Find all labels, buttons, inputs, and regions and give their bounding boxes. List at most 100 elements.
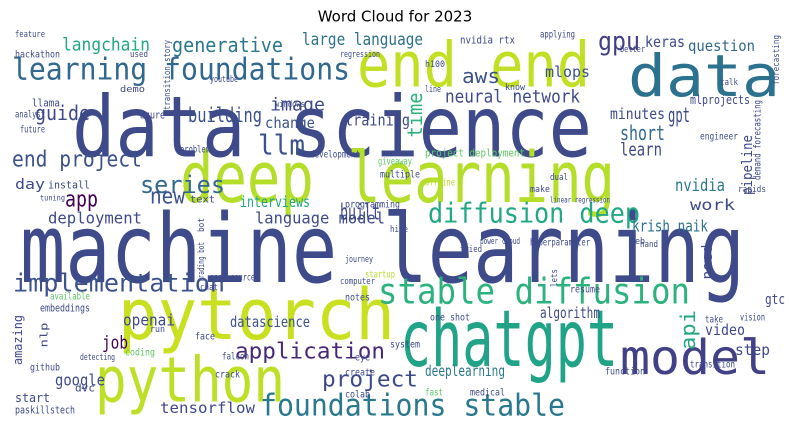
word: startup bbox=[365, 270, 395, 281]
word: training bbox=[345, 111, 410, 130]
word: algorithm bbox=[540, 304, 600, 322]
word: applying bbox=[540, 30, 575, 41]
word: face bbox=[195, 332, 215, 343]
word: deeplearning bbox=[425, 362, 505, 380]
word: tried bbox=[460, 245, 482, 255]
word: api bbox=[676, 310, 700, 350]
word: know bbox=[505, 83, 526, 93]
word: text bbox=[190, 195, 215, 206]
word: day bbox=[15, 177, 45, 193]
word: lets bbox=[550, 269, 560, 287]
word: time bbox=[403, 93, 427, 138]
word: keras bbox=[645, 33, 685, 51]
word: regression bbox=[340, 50, 380, 60]
word: mlops bbox=[545, 63, 590, 81]
word: dvc bbox=[75, 382, 95, 395]
word: aws bbox=[462, 64, 500, 88]
word: neural network bbox=[445, 87, 580, 108]
word: learning foundations bbox=[12, 53, 350, 88]
word: problem bbox=[180, 145, 210, 156]
word: analyst bbox=[15, 110, 45, 121]
word: demo bbox=[120, 85, 145, 95]
word: giveaway bbox=[378, 157, 412, 168]
word: implementation bbox=[13, 269, 225, 298]
word: gtc bbox=[765, 292, 785, 308]
word: function bbox=[605, 367, 645, 378]
word: amazing bbox=[11, 315, 25, 365]
word: hike bbox=[390, 225, 408, 235]
word: chat bbox=[200, 283, 218, 293]
word: feature bbox=[15, 30, 45, 40]
word: computer bbox=[340, 277, 375, 287]
word: minutes bbox=[610, 105, 665, 123]
word: install bbox=[48, 179, 90, 192]
word: model bbox=[620, 330, 770, 386]
word: offline bbox=[425, 178, 455, 189]
word: hand bbox=[640, 240, 658, 250]
word: line bbox=[425, 85, 441, 95]
word: python bbox=[95, 344, 285, 417]
word: rapids bbox=[738, 185, 766, 195]
word: deployment bbox=[48, 209, 142, 228]
word: programming bbox=[345, 200, 400, 211]
word: azure bbox=[140, 109, 165, 122]
word: machine learning bbox=[20, 195, 745, 305]
word: paskillstech bbox=[15, 404, 75, 417]
word: talk bbox=[720, 78, 738, 88]
word: gpu bbox=[598, 27, 640, 57]
word: data science bbox=[72, 79, 592, 178]
word: make bbox=[530, 185, 550, 195]
word: eye bbox=[355, 353, 370, 364]
word: hackathon bbox=[15, 50, 60, 61]
word: system bbox=[390, 340, 420, 351]
word: youtube bbox=[210, 75, 238, 85]
word: medical bbox=[470, 388, 505, 399]
word: question bbox=[688, 37, 755, 55]
word: generative bbox=[172, 33, 283, 57]
word: nvidia bbox=[675, 176, 725, 196]
word: used bbox=[130, 50, 148, 60]
word: llm bbox=[258, 129, 305, 162]
word: change bbox=[265, 114, 315, 132]
word: multiple bbox=[380, 170, 420, 181]
word: run bbox=[150, 325, 165, 335]
word: need bbox=[700, 245, 716, 280]
word: demand forecasting bbox=[753, 100, 764, 180]
word: end end bbox=[357, 29, 590, 102]
word: engineer bbox=[700, 132, 738, 143]
word: transition story bbox=[163, 40, 173, 110]
word: vision bbox=[740, 313, 765, 324]
word: work bbox=[690, 196, 735, 214]
word: power cloud bbox=[480, 237, 520, 247]
word: pytorch bbox=[118, 274, 395, 356]
word: development bbox=[310, 150, 360, 161]
word: start bbox=[15, 391, 50, 405]
word: mlprojects bbox=[690, 93, 750, 107]
word: tuning bbox=[40, 194, 65, 203]
word: google bbox=[55, 371, 105, 390]
word: crack bbox=[215, 370, 240, 381]
word: fast bbox=[425, 388, 443, 399]
word: language model bbox=[255, 209, 385, 228]
word: embeddings bbox=[40, 302, 90, 315]
word: guide bbox=[35, 101, 90, 125]
word: datascience bbox=[230, 313, 310, 331]
word: nvidia rtx bbox=[460, 34, 515, 47]
word: dual bbox=[550, 173, 568, 183]
word: building bbox=[188, 103, 262, 127]
word: openai bbox=[123, 311, 175, 330]
word: one shot bbox=[430, 313, 470, 324]
word: short bbox=[620, 121, 665, 145]
word: future bbox=[20, 125, 45, 136]
word: resume bbox=[570, 285, 600, 296]
word: better bbox=[620, 45, 645, 55]
word: detecting bbox=[80, 353, 115, 363]
word: linear regression bbox=[550, 196, 610, 205]
word: notes bbox=[345, 293, 370, 304]
word: langchain bbox=[62, 35, 150, 56]
word: video bbox=[705, 321, 745, 339]
